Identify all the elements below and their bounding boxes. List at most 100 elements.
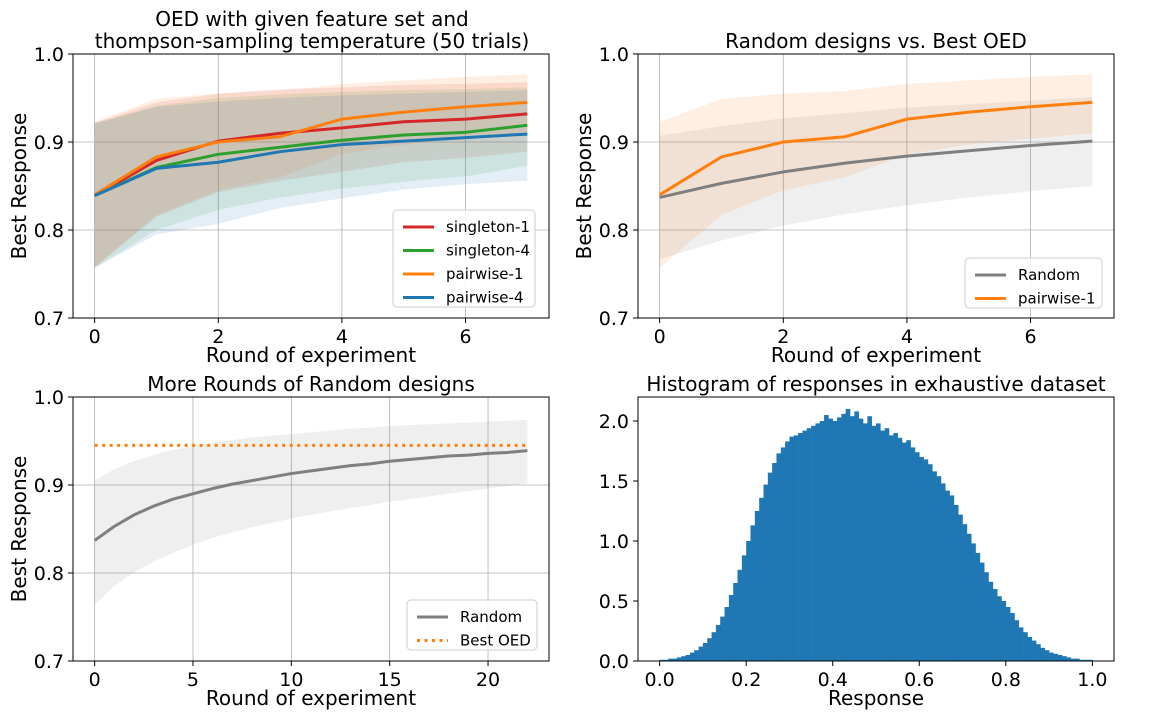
x-tick-label: 20 bbox=[476, 669, 500, 691]
legend: Random Best OED bbox=[406, 599, 538, 651]
legend-box bbox=[964, 257, 1103, 309]
histogram-bar bbox=[936, 476, 942, 661]
histogram-bar bbox=[923, 459, 929, 661]
histogram-bar bbox=[1070, 658, 1076, 661]
histogram-bar bbox=[841, 413, 847, 661]
x-tick-label: 15 bbox=[378, 669, 402, 691]
y-tick-label: 0.7 bbox=[34, 308, 64, 330]
histogram-bar bbox=[672, 658, 678, 661]
histogram-bar bbox=[681, 656, 686, 661]
panel-oed-feature-sets: OED with given feature set and thompson-… bbox=[7, 7, 550, 367]
histogram-bar bbox=[1088, 659, 1093, 661]
histogram-bar bbox=[785, 441, 790, 661]
series-line-singleton-4 bbox=[94, 123, 528, 198]
panel-2-title: Random designs vs. Best OED bbox=[725, 29, 1027, 53]
histogram-bar bbox=[979, 562, 985, 661]
histogram-bar bbox=[1005, 607, 1011, 661]
panel-2-plot-area: 0 2 4 6 0.7 0.8 0.9 1.0 Random pairwise-1 bbox=[599, 44, 1115, 348]
x-tick-label: 5 bbox=[187, 669, 199, 691]
series-line-pairwise-1 bbox=[658, 100, 1093, 197]
histogram-bar bbox=[850, 416, 855, 661]
panel-3-x-axis-label: Round of experiment bbox=[206, 686, 416, 710]
histogram-bar bbox=[724, 607, 730, 661]
histogram-bar bbox=[793, 435, 799, 661]
panel-1-x-axis-label: Round of experiment bbox=[206, 343, 416, 367]
panel-3-title: More Rounds of Random designs bbox=[147, 372, 475, 396]
histogram-bar bbox=[988, 581, 994, 661]
confidence-band-pairwise-1 bbox=[659, 74, 1093, 268]
histogram-bar bbox=[707, 638, 712, 661]
histogram-bar bbox=[728, 595, 734, 661]
histogram-bar bbox=[767, 472, 773, 661]
x-tick-label: 10 bbox=[279, 669, 303, 691]
histogram-bar bbox=[763, 484, 769, 661]
legend: singleton-1 singleton-4 pairwise-1 pairwise… bbox=[392, 209, 536, 308]
histogram-bar bbox=[893, 433, 898, 661]
y-tick-label: 1.0 bbox=[34, 387, 64, 409]
axes-frame bbox=[637, 53, 1115, 319]
panel-1-title-line-2: thompson-sampling temperature (50 trials… bbox=[95, 29, 530, 53]
legend-label-random: Random bbox=[460, 608, 522, 626]
legend-box bbox=[392, 209, 536, 308]
histogram-bar bbox=[711, 632, 717, 661]
histogram-bar bbox=[776, 453, 782, 661]
panel-2-y-axis-label: Best Response bbox=[572, 113, 596, 260]
histogram-bar bbox=[897, 437, 903, 661]
histogram-bar bbox=[966, 533, 972, 661]
legend-label-pairwise-1: pairwise-1 bbox=[1018, 290, 1095, 308]
histogram-bar bbox=[659, 659, 665, 661]
histogram-bar bbox=[1066, 657, 1072, 661]
axes-frame bbox=[72, 53, 550, 319]
legend-label-pairwise-4: pairwise-4 bbox=[446, 289, 523, 307]
histogram-bar bbox=[1018, 627, 1024, 661]
x-tick-label: 0.0 bbox=[645, 669, 675, 691]
panel-response-histogram: Histogram of responses in exhaustive dat… bbox=[599, 372, 1115, 710]
histogram-bar bbox=[888, 435, 894, 661]
y-tick-label: 0.9 bbox=[34, 475, 64, 497]
histogram-bar bbox=[754, 511, 760, 661]
y-tick-label: 1.0 bbox=[599, 531, 629, 553]
panel-random-vs-best-oed: Random designs vs. Best OED 0 2 4 6 0.7 0.8 0.… bbox=[572, 29, 1115, 367]
panel-3-y-axis-label: Best Response bbox=[7, 456, 31, 603]
confidence-band-singleton-1 bbox=[94, 82, 528, 267]
y-tick-label: 2.0 bbox=[599, 411, 629, 433]
histogram-bar bbox=[1023, 632, 1028, 661]
histogram-bar bbox=[1062, 656, 1067, 661]
histogram-bar bbox=[945, 490, 950, 661]
histogram-bar bbox=[1014, 620, 1020, 661]
histogram-bar bbox=[720, 616, 725, 661]
y-tick-label: 0.5 bbox=[599, 591, 629, 613]
panel-4-x-axis-label: Response bbox=[828, 686, 924, 710]
histogram-bar bbox=[837, 417, 842, 661]
histogram-bar bbox=[975, 553, 981, 661]
histogram-bar bbox=[806, 428, 812, 661]
histogram-bar bbox=[932, 471, 937, 661]
histogram-bar bbox=[702, 643, 708, 661]
histogram-bar bbox=[940, 483, 946, 661]
histogram-bar bbox=[871, 425, 877, 661]
x-tick-label: 0 bbox=[89, 326, 101, 348]
histogram-bar bbox=[689, 652, 695, 661]
legend-label-random: Random bbox=[1018, 266, 1080, 284]
series-line-singleton-1 bbox=[93, 112, 528, 197]
y-tick-label: 1.0 bbox=[34, 44, 64, 66]
histogram-bar bbox=[832, 421, 838, 661]
series-line-pairwise-4 bbox=[94, 132, 528, 198]
histogram-bar bbox=[811, 425, 816, 661]
histogram-bar bbox=[997, 596, 1002, 661]
y-tick-label: 1.5 bbox=[599, 471, 629, 493]
histogram-bar bbox=[715, 625, 721, 661]
histogram-bar bbox=[919, 457, 924, 661]
legend-label-best-oed: Best OED bbox=[460, 632, 531, 650]
x-tick-label: 2 bbox=[777, 326, 789, 348]
series-line-pairwise-1 bbox=[93, 100, 528, 197]
histogram-bar bbox=[663, 659, 669, 661]
histogram-bar bbox=[780, 447, 786, 661]
histogram-bar bbox=[953, 505, 959, 661]
histogram-bar bbox=[876, 423, 881, 661]
panel-1-y-axis-label: Best Response bbox=[7, 113, 31, 260]
histogram-bar bbox=[798, 433, 803, 661]
histogram-bar bbox=[819, 421, 825, 661]
histogram-bar bbox=[901, 442, 907, 661]
histogram-bar bbox=[1001, 601, 1007, 661]
